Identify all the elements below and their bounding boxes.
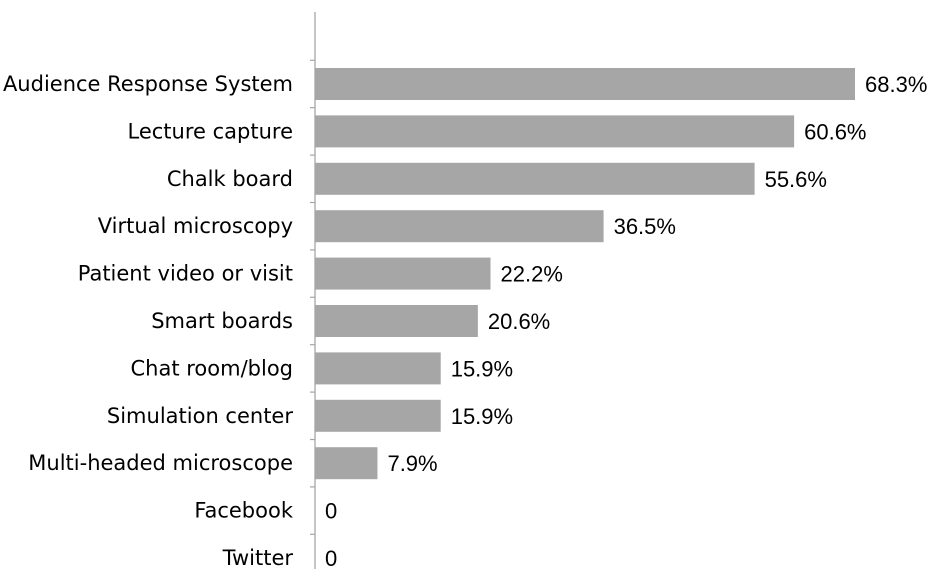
value-label: 0 bbox=[325, 499, 337, 524]
category-label: Lecture capture bbox=[128, 119, 294, 143]
bar bbox=[315, 447, 378, 480]
value-label: 15.9% bbox=[451, 356, 513, 381]
value-label: 15.9% bbox=[451, 404, 513, 429]
category-label: Virtual microscopy bbox=[98, 214, 293, 238]
category-labels: Audience Response System Lecture capture C… bbox=[3, 72, 294, 569]
value-label: 36.5% bbox=[614, 214, 676, 239]
category-label: Facebook bbox=[194, 499, 294, 523]
category-label: Audience Response System bbox=[3, 72, 293, 96]
value-label: 55.6% bbox=[765, 167, 827, 192]
bar bbox=[315, 257, 491, 290]
value-label: 0 bbox=[325, 546, 337, 569]
category-label: Chalk board bbox=[167, 167, 293, 191]
category-label: Patient video or visit bbox=[78, 262, 293, 286]
value-label: 22.2% bbox=[501, 262, 563, 287]
category-label: Multi-headed microscope bbox=[28, 451, 293, 475]
bar bbox=[315, 68, 855, 100]
bar-layer bbox=[315, 68, 855, 480]
bar bbox=[315, 115, 795, 148]
bar bbox=[315, 162, 755, 195]
bar bbox=[315, 210, 604, 243]
category-label: Twitter bbox=[222, 546, 294, 569]
value-label: 7.9% bbox=[387, 451, 437, 476]
value-label: 68.3% bbox=[865, 72, 927, 97]
category-label: Simulation center bbox=[107, 404, 293, 428]
value-label: 60.6% bbox=[804, 119, 866, 144]
axis-layer bbox=[310, 12, 316, 569]
category-label: Chat room/blog bbox=[131, 356, 294, 380]
value-labels: 68.3% 60.6% 55.6% 36.5% 22.2% 20.6% 15.9% 15.9%… bbox=[325, 72, 927, 569]
bar bbox=[315, 305, 478, 337]
value-label: 20.6% bbox=[488, 309, 550, 334]
category-label: Smart boards bbox=[151, 309, 293, 333]
bar bbox=[315, 399, 441, 432]
bar bbox=[315, 352, 441, 385]
